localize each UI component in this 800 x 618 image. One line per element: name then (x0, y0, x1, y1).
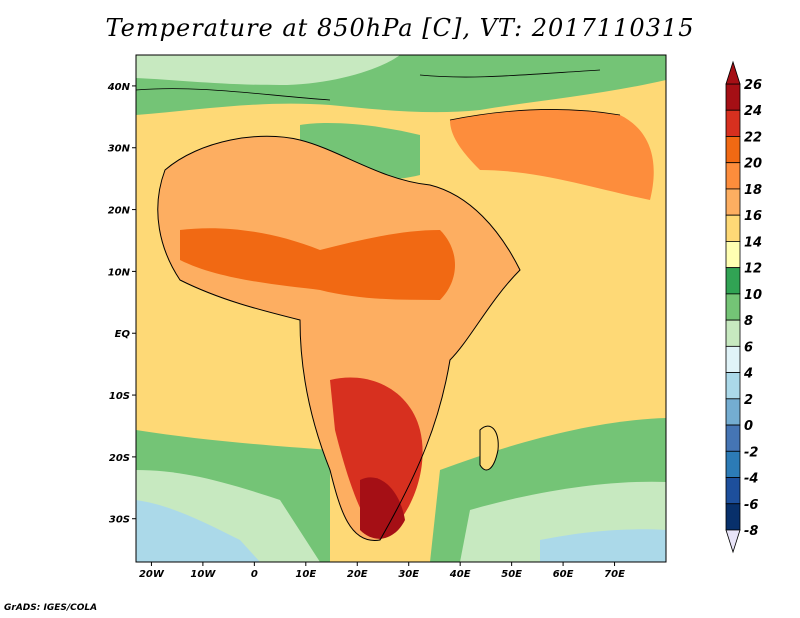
warm-region-middle-east (450, 109, 654, 200)
colorbar-segment (725, 293, 741, 321)
lon-tick-label: 50E (501, 569, 522, 580)
colorbar-segment (725, 136, 741, 164)
map-title: Temperature at 850hPa [C], VT: 201711031… (105, 14, 695, 42)
colorbar-label: -4 (744, 472, 758, 487)
longitude-axis: 20W 10W 0 10E 20E 30E 40E 50E 60E 70E (139, 562, 625, 580)
hot-region-sahel (180, 228, 455, 300)
colorbar-segment (725, 109, 741, 137)
lat-tick-label: EQ (115, 329, 131, 340)
northern-coastlines (136, 69, 621, 121)
latitude-axis: 40N 30N 20N 10N EQ 10S 20S 30S (107, 82, 136, 526)
colorbar-label: 16 (744, 209, 762, 224)
cold-region-europe (136, 55, 400, 85)
colorbar-label: 10 (744, 288, 762, 303)
colorbar-segment (725, 83, 741, 111)
colorbar-label: 24 (744, 104, 762, 119)
lat-tick-label: 10S (109, 391, 130, 402)
colorbar-label: 22 (744, 130, 762, 145)
colorbar-segment (725, 477, 741, 505)
africa-coastline (157, 135, 521, 541)
colorbar-segment (725, 214, 741, 242)
colorbar-label: 6 (744, 340, 753, 355)
colorbar-segment (725, 450, 741, 478)
colorbar-label: -2 (744, 445, 758, 460)
lon-tick-label: 10W (190, 569, 216, 580)
colorbar-segment (725, 162, 741, 190)
colorbar-label: 2 (744, 393, 753, 408)
colorbar-label: 18 (744, 183, 762, 198)
colder-region-south-atlantic (136, 500, 260, 562)
colorbar-label: 8 (744, 314, 753, 329)
madagascar-outline (479, 425, 499, 471)
colorbar-label: -8 (744, 524, 758, 539)
lat-tick-label: 30S (109, 515, 130, 526)
colorbar-segment (725, 503, 741, 531)
map-frame (135, 54, 667, 563)
colorbar-segment (725, 398, 741, 426)
colorbar-segment (725, 345, 741, 373)
lon-tick-label: 30E (398, 569, 419, 580)
lat-tick-label: 30N (108, 144, 131, 155)
colorbar-label: 14 (744, 235, 762, 250)
lon-tick-label: 10E (295, 569, 316, 580)
lon-tick-label: 20E (347, 569, 368, 580)
colorbar-label: 20 (744, 157, 762, 172)
colorbar-label: 12 (744, 262, 762, 277)
colorbar-segment (725, 188, 741, 216)
colorbar-segment (725, 267, 741, 295)
lon-tick-label: 40E (449, 569, 471, 580)
colorbar-segment (725, 424, 741, 452)
colorbar-max-arrow (725, 60, 741, 85)
lat-tick-label: 20N (108, 206, 131, 217)
colorbar-segment (725, 372, 741, 400)
lat-tick-label: 10N (108, 267, 131, 278)
colorbar-label: 26 (744, 78, 762, 93)
hot-region-southern-africa (330, 377, 423, 540)
colorbar-label: 4 (743, 367, 753, 382)
colorbar-label: -6 (744, 498, 758, 513)
lat-tick-label: 40N (107, 82, 131, 93)
hottest-region-south-africa (360, 477, 405, 539)
temperature-field (136, 55, 666, 562)
colorbar-min-arrow (725, 529, 741, 554)
lon-tick-label: 60E (553, 569, 574, 580)
colorbar-segment (725, 241, 741, 269)
lon-tick-label: 70E (604, 569, 625, 580)
colorbar-label: 0 (744, 419, 753, 434)
credit-text: GrADS: IGES/COLA (4, 603, 98, 613)
lon-tick-label: 0 (251, 569, 258, 580)
lat-tick-label: 20S (109, 453, 130, 464)
colder-region-indian-ocean (540, 529, 666, 562)
colorbar-segment (725, 319, 741, 347)
lon-tick-label: 20W (139, 569, 165, 580)
